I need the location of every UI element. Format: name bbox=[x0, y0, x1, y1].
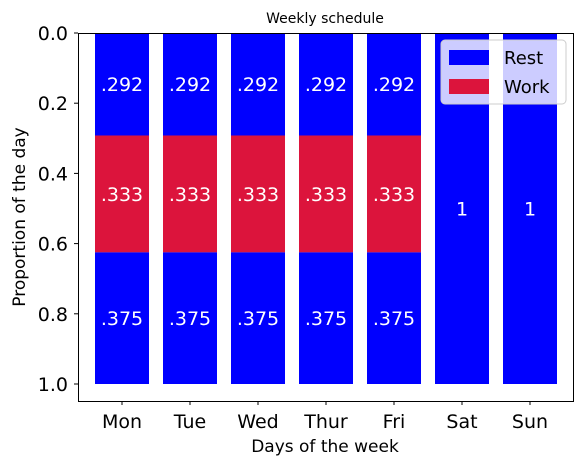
bar-segment-fri-0 bbox=[367, 33, 421, 136]
y-tick-label: 0.0 bbox=[38, 23, 68, 45]
bar-value-label: .292 bbox=[305, 74, 347, 96]
bar-segment-fri-1 bbox=[367, 135, 421, 253]
bar-value-label: 1 bbox=[456, 199, 468, 221]
x-tick-label: Tue bbox=[173, 411, 206, 433]
bar-segment-wed-2 bbox=[231, 252, 285, 384]
bar-segment-mon-2 bbox=[95, 252, 149, 384]
legend-label-work: Work bbox=[504, 77, 550, 98]
bar-segment-thur-2 bbox=[299, 252, 353, 384]
bar-value-label: .292 bbox=[169, 74, 211, 96]
bar-segment-wed-0 bbox=[231, 33, 285, 136]
x-tick-label: Sat bbox=[446, 411, 477, 433]
bar-value-label: .292 bbox=[237, 74, 279, 96]
bar-value-label: .375 bbox=[305, 308, 347, 330]
bar-value-label: .292 bbox=[101, 74, 143, 96]
y-tick-label: 0.8 bbox=[38, 304, 68, 326]
x-tick-label: Wed bbox=[237, 411, 278, 433]
x-tick-label: Sun bbox=[512, 411, 548, 433]
y-axis: 0.0 0.2 0.4 0.6 0.8 1.0 bbox=[38, 23, 78, 396]
bar-segment-mon-0 bbox=[95, 33, 149, 136]
y-tick-label: 0.6 bbox=[38, 234, 68, 256]
legend-label-rest: Rest bbox=[504, 48, 543, 69]
bar-segment-tue-2 bbox=[163, 252, 217, 384]
x-tick-label: Fri bbox=[383, 411, 406, 433]
x-tick-label: Mon bbox=[102, 411, 142, 433]
x-axis-label: Days of the week bbox=[251, 437, 399, 457]
legend-swatch-rest bbox=[449, 50, 489, 65]
y-tick-label: 0.2 bbox=[38, 93, 68, 115]
bar-value-label: .375 bbox=[373, 308, 415, 330]
bar-value-label: .333 bbox=[305, 184, 347, 206]
chart-title: Weekly schedule bbox=[266, 11, 384, 27]
x-axis: Mon Tue Wed Thur Fri Sat Sun bbox=[102, 401, 548, 433]
y-tick-label: 1.0 bbox=[38, 374, 68, 396]
legend-swatch-work bbox=[449, 79, 489, 94]
bar-value-label: .292 bbox=[373, 74, 415, 96]
bar-segment-thur-1 bbox=[299, 135, 353, 253]
bar-segment-tue-1 bbox=[163, 135, 217, 253]
bar-segment-tue-0 bbox=[163, 33, 217, 136]
bar-labels-group: .292 .333 .375 .292 .333 .375 .292 .333 .375 .292… bbox=[101, 74, 536, 330]
bar-segment-fri-2 bbox=[367, 252, 421, 384]
bar-segment-wed-1 bbox=[231, 135, 285, 253]
bar-value-label: 1 bbox=[524, 199, 536, 221]
bars-group bbox=[95, 33, 557, 384]
bar-segment-mon-1 bbox=[95, 135, 149, 253]
bar-value-label: .375 bbox=[237, 308, 279, 330]
bar-value-label: .375 bbox=[169, 308, 211, 330]
bar-segment-thur-0 bbox=[299, 33, 353, 136]
y-axis-label: Proportion of the day bbox=[10, 127, 30, 306]
bar-value-label: .375 bbox=[101, 308, 143, 330]
y-tick-label: 0.4 bbox=[38, 163, 68, 185]
legend: Rest Work bbox=[440, 39, 567, 105]
x-tick-label: Thur bbox=[303, 411, 348, 433]
bar-value-label: .333 bbox=[169, 184, 211, 206]
bar-value-label: .333 bbox=[101, 184, 143, 206]
bar-value-label: .333 bbox=[237, 184, 279, 206]
bar-value-label: .333 bbox=[373, 184, 415, 206]
